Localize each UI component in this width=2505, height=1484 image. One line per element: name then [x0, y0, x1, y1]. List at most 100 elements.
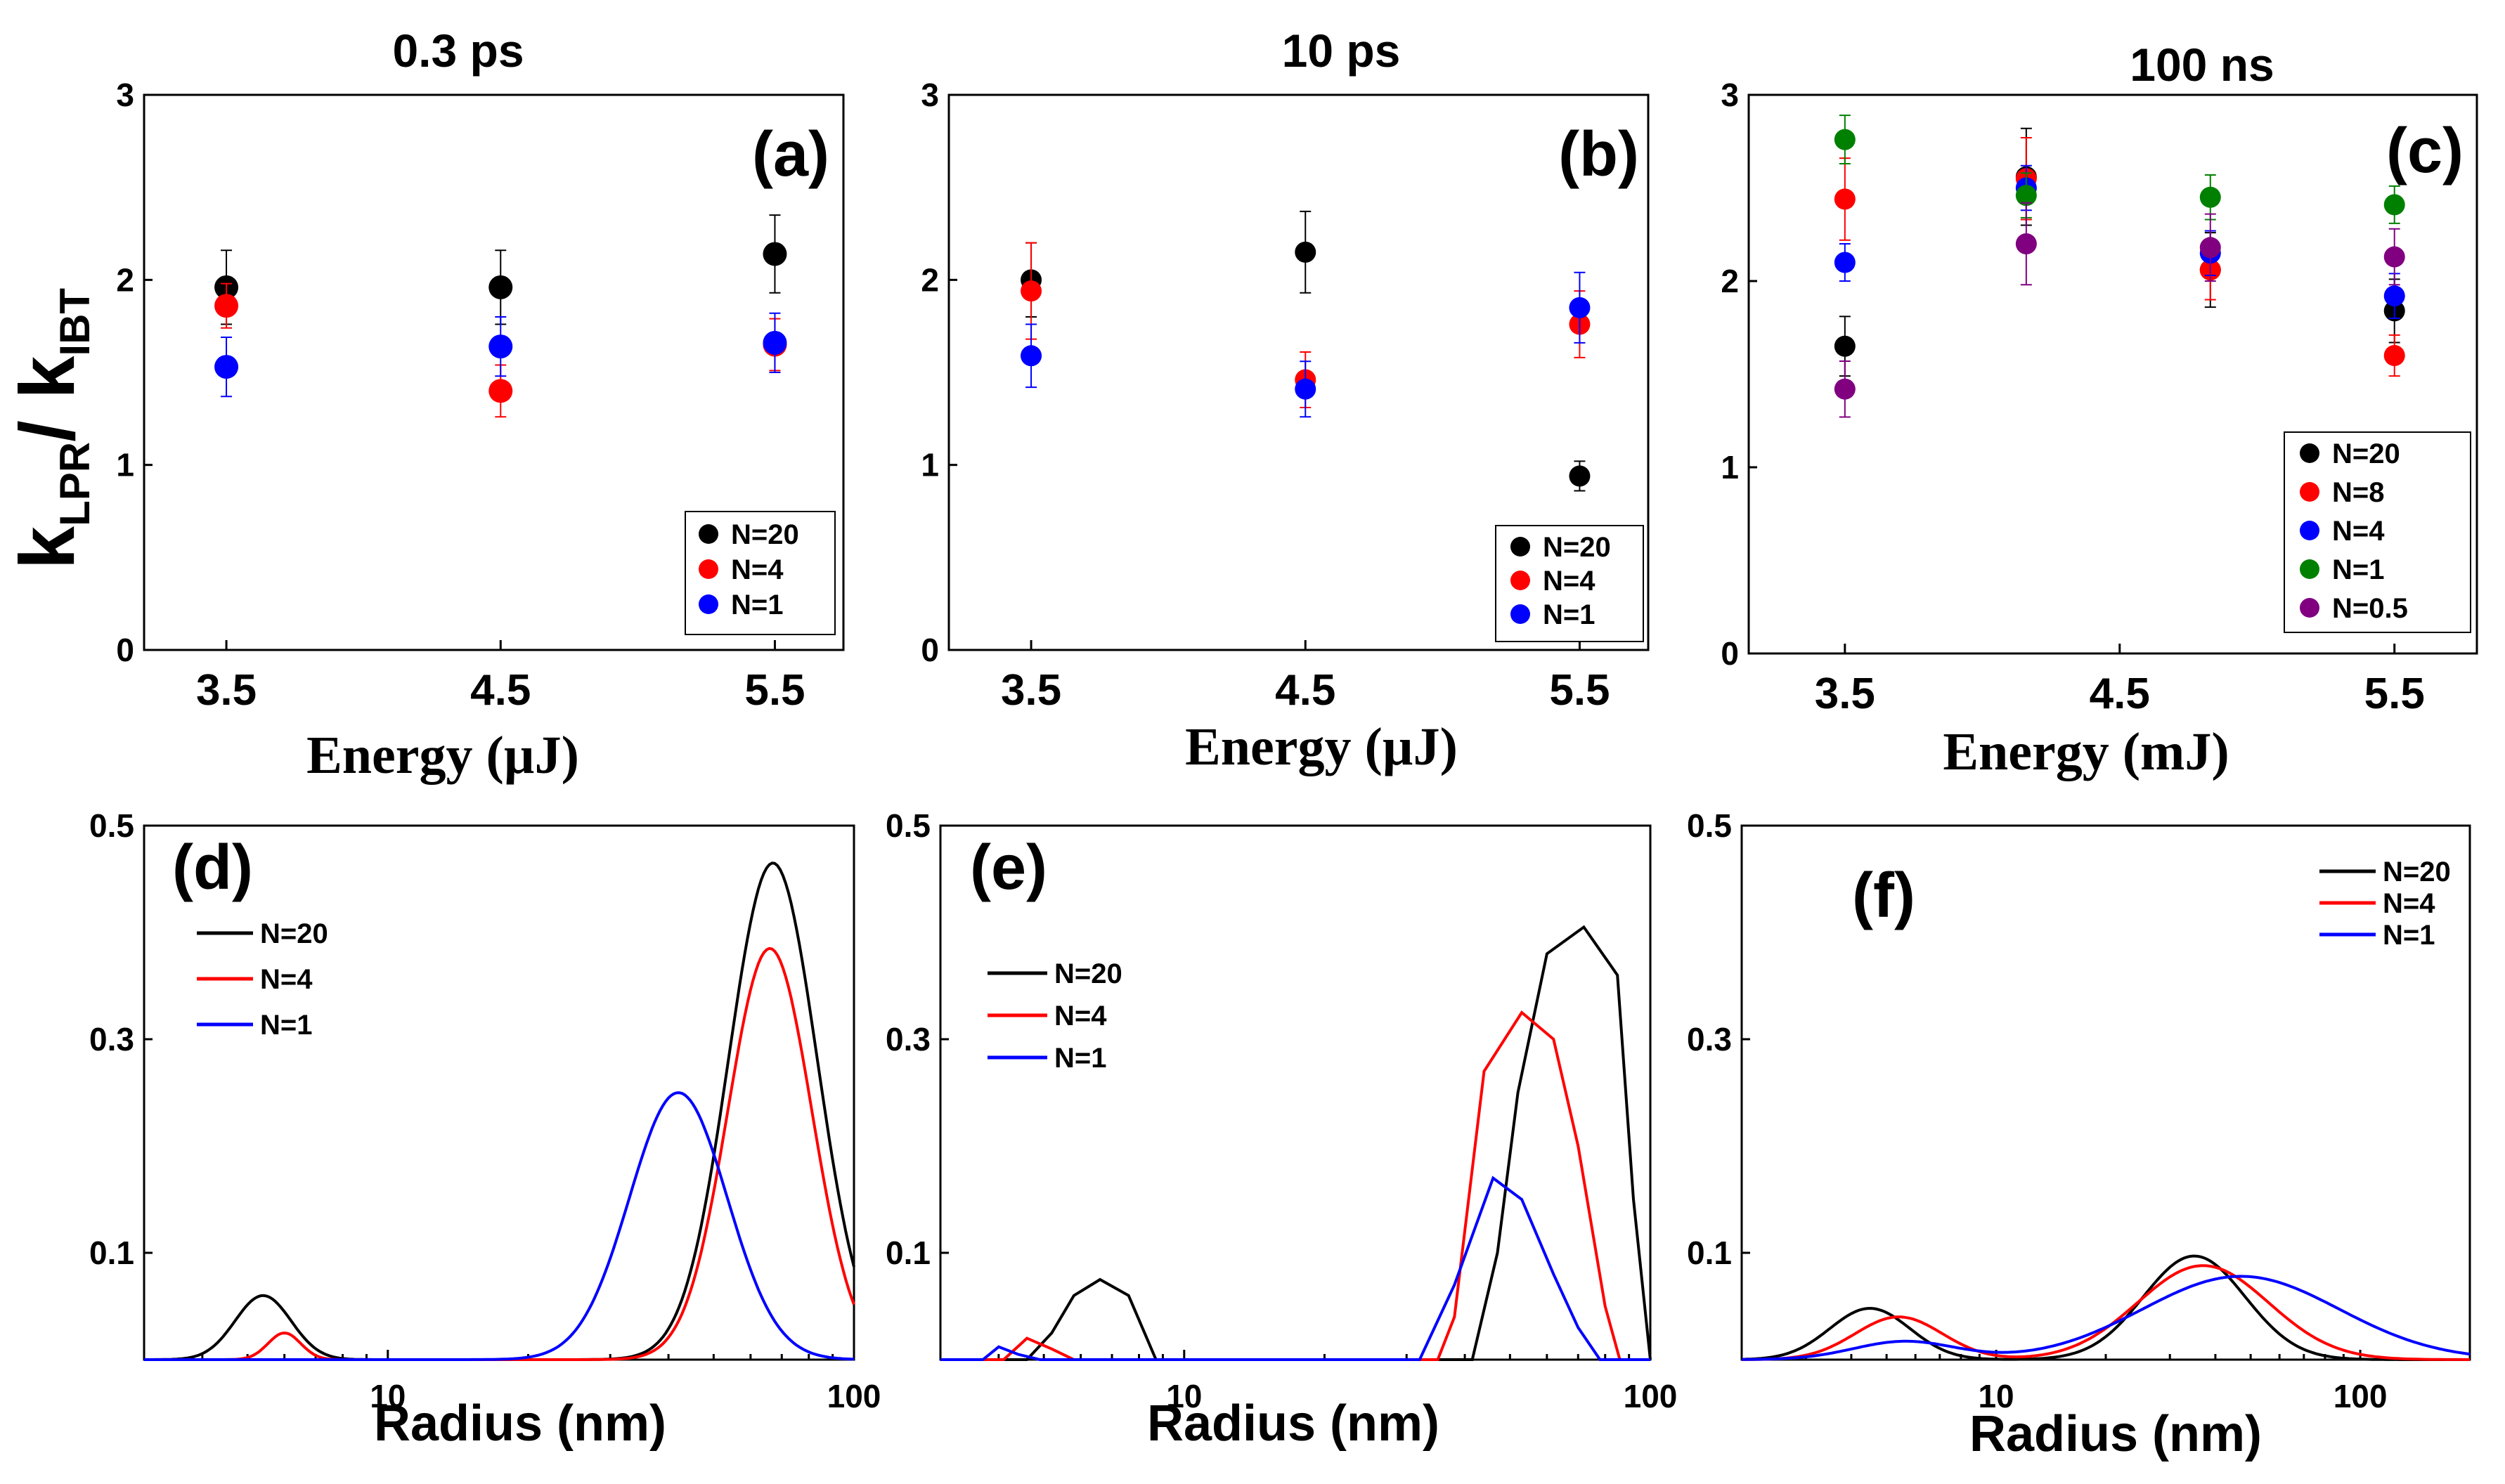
legend-entry-N=4: N=4	[988, 1001, 1107, 1031]
data-point	[1295, 378, 1316, 400]
data-point	[1295, 241, 1316, 263]
panel-d-ytick-label: 0.5	[89, 807, 134, 844]
panel-d-label: (d)	[172, 833, 253, 903]
legend-entry-N=1: N=1	[1510, 599, 1595, 630]
panel-f-frame	[1740, 824, 2471, 1361]
legend-label: N=1	[1054, 1043, 1107, 1074]
panel-b: 10 ps 0 1 2 3 3.5 4.5 5.5 (b) N=20N=4N=1 Energ…	[921, 25, 1650, 776]
panel-a-xtick-label: 4.5	[470, 666, 531, 715]
legend-label: N=4	[1054, 1001, 1107, 1031]
legend-entry-N=20: N=20	[197, 918, 328, 949]
legend-entry-N=20: N=20	[1510, 532, 1611, 563]
legend-marker	[1510, 571, 1530, 590]
legend-marker	[1510, 604, 1530, 624]
panel-b-xtick-label: 5.5	[1549, 666, 1610, 715]
data-point	[1834, 188, 1856, 210]
legend-marker	[2300, 598, 2319, 618]
legend-label: N=4	[2332, 516, 2385, 547]
data-point	[1834, 252, 1856, 273]
series-line-N=20	[144, 861, 855, 1361]
legend-entry-N=4: N=4	[699, 554, 784, 585]
panel-d-xlabel: Radius (nm)	[374, 1395, 666, 1452]
legend-entry-N=1: N=1	[197, 1010, 313, 1041]
panel-c-title: 100 ns	[2130, 39, 2274, 91]
panel-b-xtick-label: 4.5	[1275, 666, 1335, 715]
data-point	[488, 275, 513, 299]
legend-label: N=20	[1054, 958, 1122, 989]
data-point	[2015, 233, 2037, 254]
panel-e-legend: N=20 N=4 N=1	[988, 958, 1122, 1074]
data-point	[2015, 185, 2037, 207]
legend-entry-N=1: N=1	[988, 1043, 1107, 1074]
series-N=8	[1834, 136, 2405, 377]
data-point	[763, 330, 787, 355]
legend-label: N=4	[731, 554, 784, 585]
panel-e-ytick-label: 0.3	[886, 1021, 931, 1057]
panel-b-title: 10 ps	[1282, 25, 1401, 77]
data-point	[2383, 285, 2405, 307]
data-point	[2383, 246, 2405, 268]
legend-marker	[699, 594, 718, 614]
legend-entry-N=1: N=1	[2319, 920, 2435, 951]
ylabel-k1: k	[4, 526, 91, 569]
panel-e-ytick-label: 0.1	[886, 1235, 931, 1271]
data-point	[1569, 297, 1591, 318]
panel-f-xlabel: Radius (nm)	[1969, 1406, 2262, 1462]
panel-b-ytick-label: 2	[921, 261, 939, 298]
panel-c-xtick-label: 4.5	[2090, 670, 2150, 718]
legend-label: N=4	[1543, 566, 1595, 597]
legend-label: N=1	[2383, 920, 2435, 951]
panel-e-label: (e)	[970, 833, 1047, 903]
panel-b-xlabel: Energy (µJ)	[1185, 717, 1458, 776]
series-N=1	[1021, 271, 1591, 418]
legend-label: N=1	[1543, 599, 1595, 630]
series-line-N=4	[144, 946, 855, 1361]
panel-d-frame	[143, 824, 855, 1361]
legend-marker	[1510, 537, 1530, 556]
panel-d-marks: 0.1 0.3 0.5 10 100	[89, 807, 881, 1414]
panel-c-ytick-label: 3	[1721, 77, 1739, 113]
panel-d-ytick-label: 0.1	[89, 1235, 134, 1271]
panel-c-frame	[1747, 93, 2478, 655]
panel-b-ytick-label: 1	[921, 447, 939, 483]
legend-label: N=1	[731, 590, 784, 620]
panel-c-xtick-label: 3.5	[1815, 670, 1875, 718]
legend-marker	[2300, 559, 2319, 579]
series-line-N=1	[144, 1091, 855, 1361]
legend-label: N=4	[2383, 888, 2435, 919]
panel-a-ytick-label: 2	[116, 261, 134, 298]
legend-entry-N=20: N=20	[2319, 857, 2451, 887]
data-point	[2199, 186, 2221, 208]
panel-a-title: 0.3 ps	[392, 25, 524, 77]
panel-b-marks: 0 1 2 3 3.5 4.5 5.5	[921, 77, 1610, 715]
panel-e: 0.1 0.3 0.5 10 100 (e) N=20 N=4 N=1 Radius (nm…	[886, 807, 1677, 1452]
panel-e-xlabel: Radius (nm)	[1147, 1395, 1439, 1452]
panel-e-xtick-label: 100	[1624, 1378, 1678, 1414]
panel-a-xtick-label: 3.5	[196, 666, 257, 715]
panel-f-label: (f)	[1852, 861, 1915, 931]
legend-label: N=1	[2332, 554, 2385, 585]
panel-c-legend: N=20 N=8 N=4 N=1 N=0.5	[2284, 431, 2471, 633]
panel-a-marks: 0 1 2 3 3.5 4.5 5.5	[116, 77, 805, 715]
legend-marker	[2300, 521, 2319, 540]
panel-b-ytick-label: 0	[921, 632, 939, 668]
legend-entry-N=4: N=4	[2300, 516, 2385, 547]
panel-c-label: (c)	[2386, 116, 2464, 186]
panel-e-frame	[939, 824, 1652, 1361]
data-point	[488, 379, 513, 403]
panel-c-xtick-label: 5.5	[2364, 670, 2425, 718]
series-line-N=1	[940, 1176, 1650, 1361]
panel-a-ytick-label: 0	[116, 632, 134, 668]
panel-a-legend: N=20 N=4 N=1	[685, 511, 836, 635]
panel-e-marks: 0.1 0.3 0.5 10 100	[886, 807, 1677, 1414]
panel-c-ytick-label: 1	[1721, 449, 1739, 486]
legend-label: N=8	[2332, 477, 2385, 508]
data-point	[214, 294, 239, 318]
panel-e-ytick-label: 0.5	[886, 807, 931, 844]
ylabel-sub-lpr: LPR	[51, 442, 98, 526]
panel-a-label: (a)	[752, 119, 829, 190]
legend-entry-N=1: N=1	[2300, 554, 2385, 585]
panel-c-ytick-label: 2	[1721, 263, 1739, 299]
panel-b-ytick-label: 3	[921, 77, 939, 113]
